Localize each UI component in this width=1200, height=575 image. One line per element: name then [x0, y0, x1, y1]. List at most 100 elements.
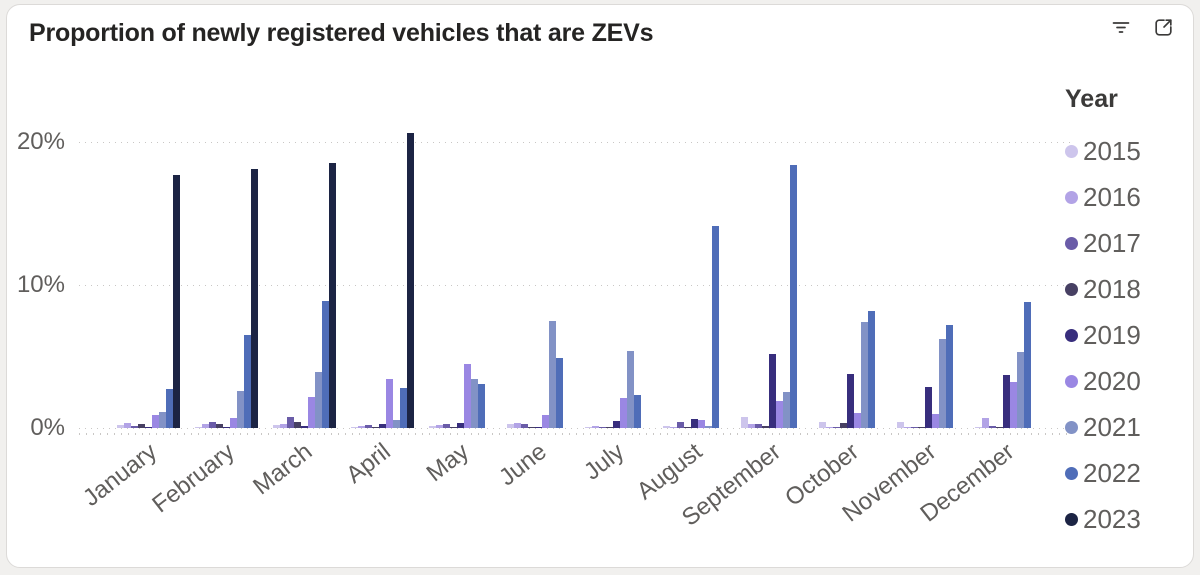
bar-2019-october[interactable] — [847, 374, 854, 428]
bar-2015-december[interactable] — [975, 427, 982, 428]
bar-2017-may[interactable] — [443, 424, 450, 428]
bar-2019-december[interactable] — [1003, 375, 1010, 428]
bar-2020-july[interactable] — [620, 398, 627, 428]
bar-2016-august[interactable] — [670, 427, 677, 428]
bar-2021-september[interactable] — [783, 392, 790, 428]
bar-2021-december[interactable] — [1017, 352, 1024, 428]
bar-2017-december[interactable] — [989, 426, 996, 428]
bar-2022-january[interactable] — [166, 389, 173, 428]
bar-2022-july[interactable] — [634, 395, 641, 428]
bar-2023-march[interactable] — [329, 163, 336, 428]
bar-2015-november[interactable] — [897, 422, 904, 428]
legend-item-2020[interactable]: 2020 — [1065, 358, 1183, 404]
bar-2023-february[interactable] — [251, 169, 258, 428]
bar-2021-may[interactable] — [471, 379, 478, 428]
bar-2018-november[interactable] — [918, 427, 925, 428]
bar-2016-february[interactable] — [202, 424, 209, 428]
bar-2015-march[interactable] — [273, 425, 280, 428]
legend-item-2023[interactable]: 2023 — [1065, 496, 1183, 542]
bar-2015-may[interactable] — [429, 426, 436, 428]
bar-2020-march[interactable] — [308, 397, 315, 428]
bar-2020-june[interactable] — [542, 415, 549, 428]
bar-2022-may[interactable] — [478, 384, 485, 428]
bar-2016-january[interactable] — [124, 423, 131, 428]
bar-2015-april[interactable] — [351, 427, 358, 428]
bar-2022-february[interactable] — [244, 335, 251, 428]
bar-2021-october[interactable] — [861, 322, 868, 428]
bar-2015-september[interactable] — [741, 417, 748, 428]
bar-2020-january[interactable] — [152, 415, 159, 428]
bar-2021-march[interactable] — [315, 372, 322, 428]
legend-item-2019[interactable]: 2019 — [1065, 312, 1183, 358]
bar-2019-august[interactable] — [691, 419, 698, 428]
bar-2022-august[interactable] — [712, 226, 719, 428]
bar-2020-april[interactable] — [386, 379, 393, 428]
bar-2017-september[interactable] — [755, 424, 762, 428]
bar-2022-october[interactable] — [868, 311, 875, 428]
bar-2020-august[interactable] — [698, 420, 705, 428]
bar-2017-june[interactable] — [521, 424, 528, 428]
bar-2022-september[interactable] — [790, 165, 797, 428]
bar-2021-april[interactable] — [393, 420, 400, 428]
bar-2016-march[interactable] — [280, 424, 287, 428]
bar-2016-december[interactable] — [982, 418, 989, 428]
legend-item-2018[interactable]: 2018 — [1065, 266, 1183, 312]
bar-2020-february[interactable] — [230, 418, 237, 428]
legend-item-2022[interactable]: 2022 — [1065, 450, 1183, 496]
bar-2016-july[interactable] — [592, 426, 599, 428]
bar-2016-september[interactable] — [748, 424, 755, 428]
bar-2016-june[interactable] — [514, 423, 521, 428]
bar-2022-december[interactable] — [1024, 302, 1031, 428]
bar-2017-february[interactable] — [209, 422, 216, 428]
bar-2017-april[interactable] — [365, 425, 372, 428]
bar-2023-january[interactable] — [173, 175, 180, 428]
bar-2021-november[interactable] — [939, 339, 946, 428]
bar-2016-november[interactable] — [904, 427, 911, 428]
bar-2022-november[interactable] — [946, 325, 953, 428]
bar-2019-april[interactable] — [379, 424, 386, 428]
bar-2019-june[interactable] — [535, 427, 542, 428]
bar-2020-november[interactable] — [932, 414, 939, 428]
legend-item-2015[interactable]: 2015 — [1065, 128, 1183, 174]
bar-2019-may[interactable] — [457, 423, 464, 428]
bar-2020-october[interactable] — [854, 413, 861, 428]
bar-2018-august[interactable] — [684, 427, 691, 428]
bar-2019-september[interactable] — [769, 354, 776, 428]
bar-2018-april[interactable] — [372, 427, 379, 428]
bar-2018-june[interactable] — [528, 427, 535, 428]
bar-2017-march[interactable] — [287, 417, 294, 428]
bar-2015-february[interactable] — [195, 427, 202, 428]
bar-2015-january[interactable] — [117, 425, 124, 428]
bar-2018-february[interactable] — [216, 424, 223, 428]
bar-2015-october[interactable] — [819, 422, 826, 428]
bar-2019-november[interactable] — [925, 387, 932, 428]
bar-2019-july[interactable] — [613, 421, 620, 428]
bar-2018-october[interactable] — [840, 423, 847, 428]
bar-2020-september[interactable] — [776, 401, 783, 428]
bar-2016-october[interactable] — [826, 427, 833, 428]
bar-2019-february[interactable] — [223, 427, 230, 428]
legend-item-2017[interactable]: 2017 — [1065, 220, 1183, 266]
bar-2017-october[interactable] — [833, 427, 840, 428]
bar-2017-august[interactable] — [677, 422, 684, 428]
bar-2022-june[interactable] — [556, 358, 563, 428]
bar-2021-august[interactable] — [705, 426, 712, 428]
bar-2021-july[interactable] — [627, 351, 634, 428]
bar-2015-july[interactable] — [585, 427, 592, 428]
bar-2018-january[interactable] — [138, 424, 145, 428]
bar-2021-june[interactable] — [549, 321, 556, 428]
bar-2018-may[interactable] — [450, 427, 457, 428]
bar-2022-april[interactable] — [400, 388, 407, 428]
bar-2018-september[interactable] — [762, 426, 769, 428]
bar-2021-january[interactable] — [159, 412, 166, 428]
bar-2015-june[interactable] — [507, 424, 514, 428]
bar-2017-january[interactable] — [131, 426, 138, 428]
bar-2021-february[interactable] — [237, 391, 244, 428]
bar-2018-december[interactable] — [996, 427, 1003, 428]
bar-2019-january[interactable] — [145, 427, 152, 428]
bar-2023-april[interactable] — [407, 133, 414, 428]
bar-2017-november[interactable] — [911, 427, 918, 428]
bar-2019-march[interactable] — [301, 426, 308, 428]
bar-2017-july[interactable] — [599, 427, 606, 428]
focus-mode-icon[interactable] — [1151, 15, 1175, 39]
